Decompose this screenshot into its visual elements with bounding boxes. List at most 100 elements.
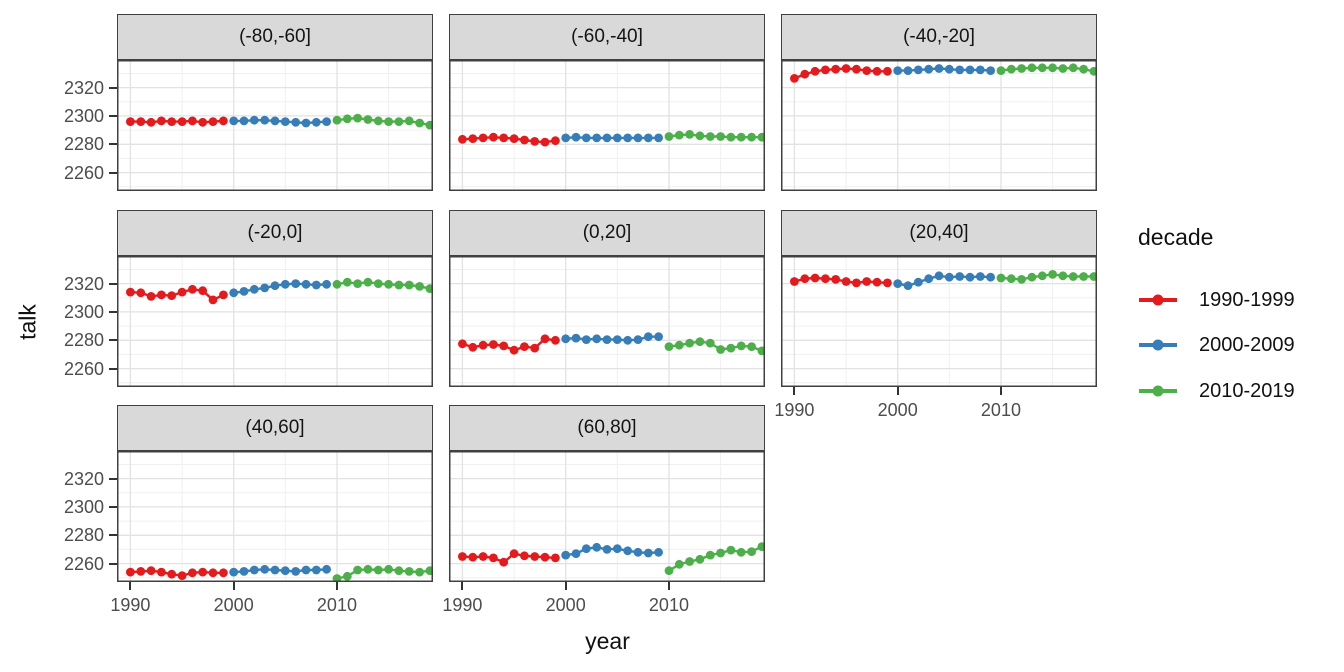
legend-label: 1990-1999 [1199, 288, 1295, 311]
series-1990-1999 [458, 334, 560, 355]
x-tick-mark [232, 582, 235, 590]
facet-strip-label: (-60,-40] [571, 26, 643, 47]
series-2010-2019 [664, 337, 765, 356]
y-tick-mark [109, 282, 117, 285]
legend-key-1990-1999 [1139, 294, 1177, 306]
x-tick-label: 2010 [316, 595, 357, 615]
series-2010-2019 [332, 277, 433, 293]
facet-strip: (-80,-60] [117, 14, 433, 60]
legend: decade 1990-1999 2000-2009 2010-2019 [1135, 224, 1341, 419]
x-tick-label: 1990 [442, 595, 483, 615]
y-tick-mark [109, 171, 117, 174]
legend-entry-2000-2009: 2000-2009 [1138, 331, 1295, 359]
series-1990-1999 [126, 116, 228, 127]
facet-strip: (-60,-40] [449, 14, 765, 60]
y-tick-label: 2300 [63, 105, 104, 126]
y-tick-mark [109, 562, 117, 565]
legend-entry-1990-1999: 1990-1999 [1138, 286, 1295, 314]
y-tick-mark [109, 86, 117, 89]
y-tick-mark [109, 310, 117, 313]
x-tick-label: 1990 [110, 595, 151, 615]
y-tick-mark [109, 534, 117, 537]
y-tick-label: 2320 [63, 77, 104, 98]
y-tick-label: 2320 [63, 273, 104, 294]
series-1990-1999 [790, 273, 892, 288]
series-1990-1999 [458, 549, 560, 567]
x-tick-mark [793, 387, 796, 395]
y-tick-mark [109, 339, 117, 342]
legend-label: 2010-2019 [1199, 379, 1295, 402]
series-2010-2019 [996, 270, 1097, 284]
series-2000-2009 [561, 332, 663, 345]
x-tick-mark [999, 387, 1002, 395]
facet-panel [117, 60, 433, 191]
facet-strip: (-40,-20] [781, 14, 1097, 60]
x-axis-title: year [585, 628, 630, 654]
series-2000-2009 [893, 64, 995, 75]
series-1990-1999 [126, 566, 228, 580]
legend-entry-2010-2019: 2010-2019 [1138, 377, 1295, 405]
y-tick-label: 2260 [63, 162, 104, 183]
facet-panel [781, 256, 1097, 387]
y-tick-label: 2320 [63, 468, 104, 489]
legend-key-2010-2019 [1139, 385, 1177, 397]
y-tick-mark [109, 114, 117, 117]
x-tick-mark [564, 582, 567, 590]
facet-panel [117, 256, 433, 387]
x-tick-label: 2010 [648, 595, 689, 615]
series-2000-2009 [561, 542, 663, 560]
facet-panel [449, 60, 765, 191]
facet-strip-label: (-80,-60] [239, 26, 311, 47]
x-tick-mark [896, 387, 899, 395]
series-2010-2019 [332, 564, 433, 582]
x-tick-label: 2000 [545, 595, 586, 615]
y-tick-label: 2260 [63, 358, 104, 379]
facet-strip: (20,40] [781, 210, 1097, 256]
series-1990-1999 [790, 64, 892, 83]
x-tick-label: 2000 [213, 595, 254, 615]
facet-strip: (60,80] [449, 405, 765, 451]
x-tick-mark [667, 582, 670, 590]
facet-strip-label: (40,60] [245, 417, 305, 438]
series-2000-2009 [229, 115, 331, 128]
facet-strip: (0,20] [449, 210, 765, 256]
facet-panel [449, 451, 765, 582]
facet-strip-label: (0,20] [582, 222, 632, 243]
y-axis-title: talk [14, 304, 41, 340]
y-tick-mark [109, 143, 117, 146]
y-tick-label: 2280 [63, 525, 104, 546]
series-2010-2019 [664, 542, 765, 576]
series-2010-2019 [664, 130, 765, 142]
facet-strip: (-20,0] [117, 210, 433, 256]
facet-panel [449, 256, 765, 387]
y-tick-label: 2300 [63, 496, 104, 517]
facet-strip-label: (-40,-20] [903, 26, 975, 47]
legend-label: 2000-2009 [1199, 333, 1295, 356]
legend-key-2000-2009 [1139, 339, 1177, 351]
x-tick-mark [129, 582, 132, 590]
x-tick-label: 1990 [774, 400, 815, 420]
y-tick-label: 2300 [63, 301, 104, 322]
x-tick-label: 2000 [877, 400, 918, 420]
facet-strip-label: (20,40] [909, 222, 969, 243]
y-tick-mark [109, 477, 117, 480]
series-2010-2019 [332, 113, 433, 130]
y-tick-label: 2260 [63, 553, 104, 574]
series-2000-2009 [229, 279, 331, 298]
facet-panel [117, 451, 433, 582]
series-2010-2019 [996, 63, 1097, 76]
y-tick-label: 2280 [63, 134, 104, 155]
series-1990-1999 [126, 284, 228, 305]
facet-strip: (40,60] [117, 405, 433, 451]
facet-panel [781, 60, 1097, 191]
legend-title: decade [1138, 224, 1214, 250]
y-tick-label: 2280 [63, 330, 104, 351]
y-tick-mark [109, 367, 117, 370]
x-tick-mark [461, 582, 464, 590]
x-tick-mark [335, 582, 338, 590]
x-tick-label: 2010 [980, 400, 1021, 420]
series-1990-1999 [458, 132, 560, 147]
series-2000-2009 [561, 132, 663, 143]
facet-strip-label: (60,80] [577, 417, 637, 438]
